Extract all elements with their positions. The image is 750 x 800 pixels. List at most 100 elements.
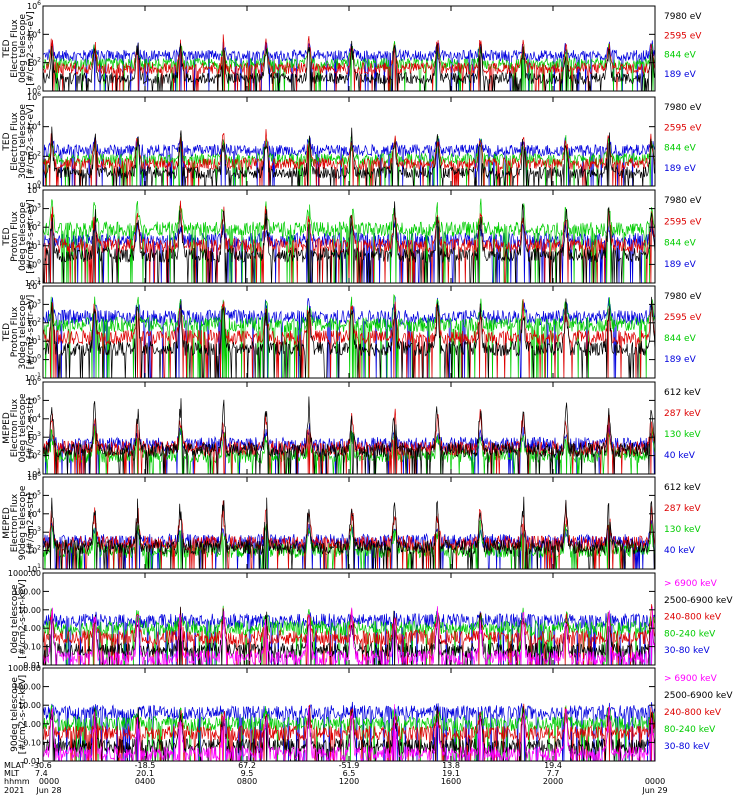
series-line--6900-kev — [43, 606, 655, 665]
y-axis-label-line: 0deg telescope — [10, 584, 20, 654]
y-axis-label-line: TED — [2, 39, 12, 58]
y-axis-label-line: 90deg telescope — [10, 677, 20, 752]
legend-entry: 240-800 keV — [664, 708, 722, 718]
legend-entry: 2500-6900 keV — [664, 596, 733, 606]
x-tick-label-mlat: 67.2 — [238, 761, 256, 770]
y-tick-label: 106 — [27, 376, 41, 387]
panel-data-5 — [43, 396, 655, 474]
y-axis-label-line: [#/cm2-s-str-eV] — [26, 295, 36, 370]
x-tick-label-hhmm: 0400 — [135, 777, 155, 786]
x-axis-row-label: 2021 — [4, 786, 24, 795]
y-tick-label: 101 — [27, 468, 41, 479]
y-axis-label-line: [#/cm2-s-str-keV] — [18, 675, 28, 754]
legend-entry: 2595 eV — [664, 123, 702, 133]
panel-data-4 — [43, 293, 655, 378]
y-axis-label-line: 0deg telescope — [18, 393, 28, 463]
y-tick-label: 104 — [27, 28, 41, 39]
panel-data-1 — [43, 34, 655, 91]
y-tick-label: 102 — [27, 450, 41, 461]
y-tick-label: 1000.00 — [8, 664, 41, 673]
x-tick-label-date: Jun 28 — [35, 786, 61, 795]
panel-8: 0.01 0.10 1.00 10.00 100.00 1000.00 90deg tele… — [8, 664, 733, 766]
series-line-2595-ev — [43, 34, 655, 91]
y-tick-label: 104 — [27, 508, 41, 519]
y-axis-label-line: MEPED — [2, 412, 12, 444]
x-tick-label-mlat: -30.6 — [31, 761, 52, 770]
series-line-189-ev — [43, 220, 655, 283]
series-line-844-ev — [43, 41, 655, 91]
legend-entry: 80-240 keV — [664, 629, 716, 639]
legend-entry: 612 keV — [664, 483, 701, 493]
y-tick-label: 102 — [27, 545, 41, 556]
y-tick-label: 104 — [27, 413, 41, 424]
y-axis-label-line: 30deg telescope — [18, 294, 28, 369]
y-tick-label: 0.01 — [23, 661, 41, 670]
y-tick-label: 10.00 — [18, 606, 41, 615]
legend-entry: 844 eV — [664, 334, 697, 344]
y-tick-label: 0.10 — [23, 643, 41, 652]
y-axis-label-line: 90deg telescope — [18, 485, 28, 560]
x-tick-label-hhmm: 0000 — [645, 777, 665, 786]
x-tick-label-hhmm: 0800 — [237, 777, 257, 786]
legend-entry: 40 keV — [664, 546, 696, 556]
y-tick-label: 101 — [27, 563, 41, 574]
y-tick-label: 103 — [27, 203, 41, 214]
y-tick-label: 1000.00 — [8, 569, 41, 578]
x-tick-label-mlt: 9.5 — [241, 769, 254, 778]
x-tick-label-mlat: 13.8 — [442, 761, 460, 770]
y-axis-label-line: Electron Flux — [10, 19, 20, 78]
y-axis-label-line: Electron Flux — [10, 398, 20, 457]
y-axis-label-line: Electron Flux — [10, 493, 20, 552]
legend-entry: 80-240 keV — [664, 725, 716, 735]
y-axis-label-line: TED — [2, 132, 12, 151]
series-line-2595-ev — [43, 200, 655, 283]
y-tick-label: 106 — [27, 471, 41, 482]
x-tick-label-hhmm: 2000 — [543, 777, 563, 786]
y-tick-label: 101 — [27, 335, 41, 346]
panel-data-7 — [43, 604, 655, 665]
y-tick-label: 0.01 — [23, 757, 41, 766]
series-line-844-ev — [43, 293, 655, 378]
legend-entry: 7980 eV — [664, 12, 702, 22]
legend-entry: 130 keV — [664, 430, 701, 440]
y-tick-label: 103 — [27, 431, 41, 442]
legend-entry: 7980 eV — [664, 103, 702, 113]
x-tick-label-hhmm: 1600 — [441, 777, 461, 786]
x-axis-row-label: MLAT — [4, 761, 25, 770]
legend-entry: 189 eV — [664, 260, 697, 270]
legend-entry: 2595 eV — [664, 217, 702, 227]
series-line-612-kev — [43, 496, 655, 569]
x-tick-label-mlt: 7.4 — [35, 769, 48, 778]
y-tick-label: 105 — [27, 394, 41, 405]
x-tick-label-date: Jun 29 — [641, 786, 667, 795]
x-tick-label-mlt: 7.7 — [547, 769, 560, 778]
legend-entry: 7980 eV — [664, 292, 702, 302]
x-axis-row-label: MLT — [4, 769, 19, 778]
legend-entry: 2595 eV — [664, 31, 702, 41]
y-tick-label: 101 — [27, 240, 41, 251]
series-line-7980-ev — [43, 40, 655, 91]
y-tick-label: 102 — [27, 221, 41, 232]
y-tick-label: 100.00 — [13, 683, 41, 692]
y-tick-label: 102 — [27, 57, 41, 68]
y-tick-label: 105 — [27, 489, 41, 500]
y-axis-label-line: MEPED — [2, 507, 12, 539]
x-tick-label-mlt: 19.1 — [442, 769, 460, 778]
legend-entry: 844 eV — [664, 51, 697, 61]
legend-entry: 287 keV — [664, 504, 701, 514]
x-tick-label-mlt: 20.1 — [136, 769, 154, 778]
y-tick-label: 1.00 — [23, 624, 41, 633]
series-line-30-80-kev — [43, 701, 655, 761]
y-tick-label: 106 — [27, 91, 41, 102]
y-tick-label: 103 — [27, 298, 41, 309]
legend-entry: 2595 eV — [664, 313, 702, 323]
y-tick-label: 10-1 — [25, 372, 41, 383]
series-line-2595-ev — [43, 299, 655, 378]
legend-entry: 844 eV — [664, 144, 697, 154]
y-tick-label: 104 — [27, 280, 41, 291]
y-axis-label-line: 30deg telescope — [18, 104, 28, 179]
y-axis-label-line: [#/cm2-s-str] — [26, 398, 36, 458]
y-axis-label-line: 0deg telescope — [18, 202, 28, 272]
